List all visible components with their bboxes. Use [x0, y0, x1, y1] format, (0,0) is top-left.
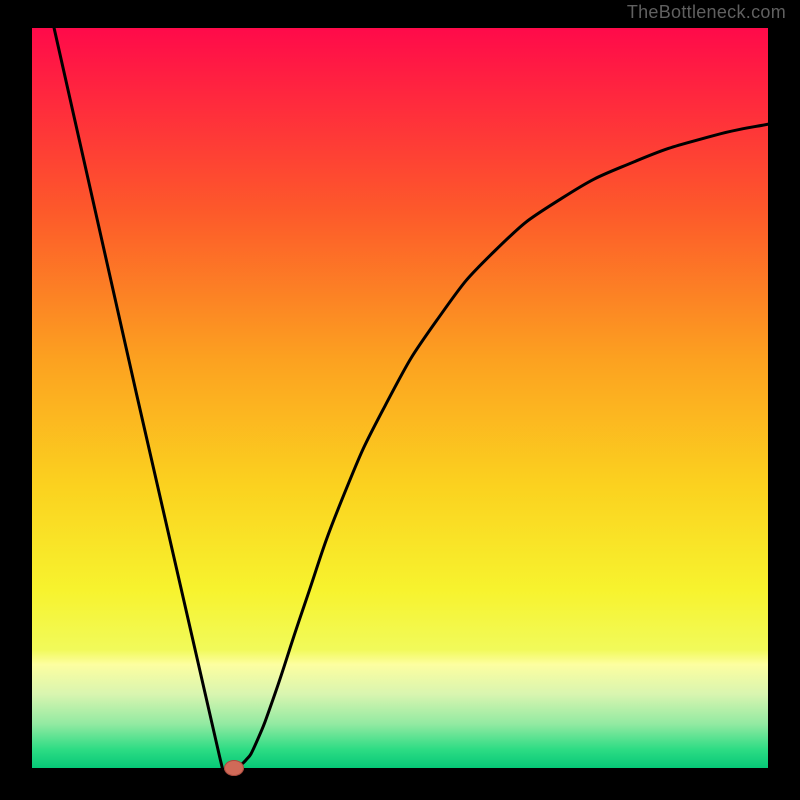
chart-background — [32, 28, 768, 768]
plot-area — [32, 28, 768, 768]
chart-svg — [32, 28, 768, 768]
minimum-marker — [224, 760, 244, 776]
watermark-text: TheBottleneck.com — [627, 2, 786, 23]
